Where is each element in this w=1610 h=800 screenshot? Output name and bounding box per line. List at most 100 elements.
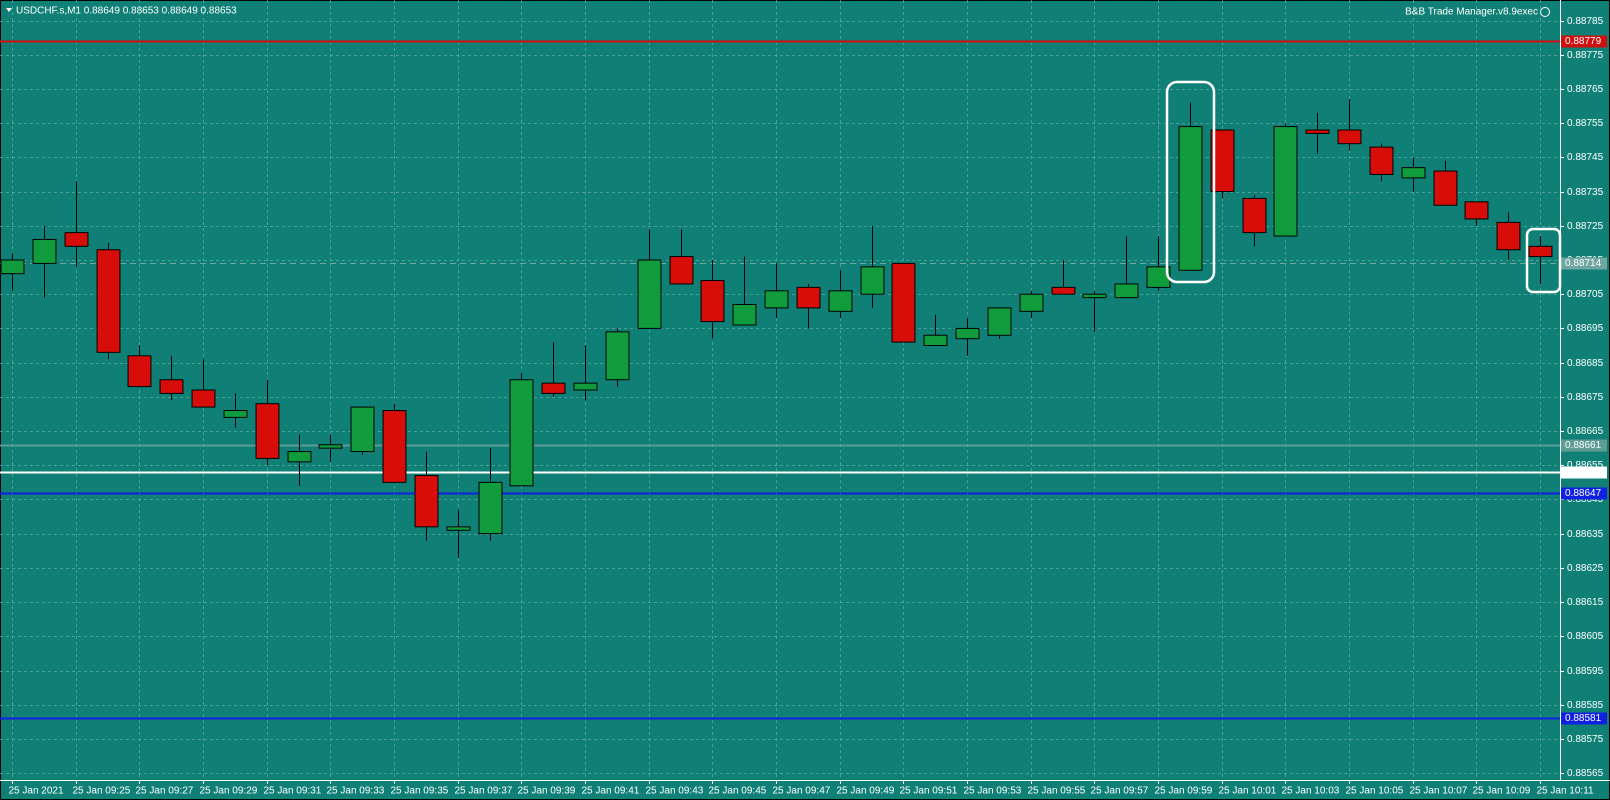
y-tick-label: 0.88785: [1567, 16, 1604, 27]
candle-body: [1433, 170, 1458, 206]
y-tick-label: 0.88585: [1567, 700, 1604, 711]
candle-body: [669, 256, 694, 285]
candle-body: [287, 451, 312, 463]
candle-body: [478, 481, 503, 535]
candle-body: [828, 290, 853, 312]
candle-body: [955, 327, 980, 340]
candle-body: [573, 382, 598, 391]
candle-body: [764, 290, 789, 309]
candle-body: [382, 410, 407, 483]
x-tick-label: 25 Jan 2021: [9, 786, 64, 797]
candle-body: [1082, 293, 1107, 299]
y-tick-label: 0.88615: [1567, 597, 1604, 608]
candle-body: [1401, 167, 1426, 179]
x-tick-label: 25 Jan 09:53: [964, 786, 1022, 797]
price-level-box: [1561, 466, 1607, 479]
x-tick-label: 25 Jan 09:57: [1091, 786, 1149, 797]
price-level-label: 0.88779: [1565, 36, 1602, 47]
candle-body: [1369, 146, 1394, 175]
candle-body: [96, 249, 121, 353]
x-tick-label: 25 Jan 09:29: [200, 786, 258, 797]
annotation-highlight: [1525, 227, 1562, 294]
y-tick-label: 0.88765: [1567, 84, 1604, 95]
candle-body: [350, 406, 375, 453]
price-level-box: [1561, 439, 1607, 452]
price-level-box: [1561, 712, 1607, 725]
x-tick-label: 25 Jan 09:49: [837, 786, 895, 797]
candle-body: [1273, 126, 1298, 237]
y-tick-label: 0.88575: [1567, 734, 1604, 745]
x-tick-label: 25 Jan 10:01: [1219, 786, 1277, 797]
price-level-label: 0.88661: [1565, 440, 1602, 451]
y-tick-label: 0.88645: [1567, 494, 1604, 505]
candle-body: [446, 526, 471, 531]
candle-body: [1178, 126, 1203, 271]
y-tick-label: 0.88565: [1567, 768, 1604, 779]
candle-body: [1305, 129, 1330, 134]
y-tick-label: 0.88635: [1567, 529, 1604, 540]
candle-body: [732, 303, 757, 326]
y-tick-label: 0.88595: [1567, 666, 1604, 677]
price-level-box: [1561, 487, 1607, 500]
candle-body: [1337, 129, 1362, 145]
x-tick-label: 25 Jan 09:45: [709, 786, 767, 797]
x-tick-label: 25 Jan 09:41: [582, 786, 640, 797]
y-tick-label: 0.88775: [1567, 50, 1604, 61]
candle-body: [605, 331, 630, 381]
y-tick-label: 0.88705: [1567, 289, 1604, 300]
candle-body: [1242, 197, 1267, 234]
chart-title: USDCHF.s,M1 0.88649 0.88653 0.88649 0.88…: [16, 6, 237, 17]
candle-body: [1051, 286, 1076, 295]
candle-body: [923, 334, 948, 347]
candle-body: [1496, 221, 1521, 251]
x-tick-label: 25 Jan 09:27: [136, 786, 194, 797]
candle-body: [1528, 245, 1553, 258]
candle-body: [1019, 293, 1044, 312]
candle-body: [318, 444, 343, 449]
y-tick-label: 0.88625: [1567, 563, 1604, 574]
candle-body: [223, 410, 248, 418]
candle-body: [891, 262, 916, 343]
menu-arrow[interactable]: [6, 8, 12, 12]
candle-body: [1464, 201, 1489, 220]
candle-body: [987, 307, 1012, 336]
y-tick-label: 0.88735: [1567, 187, 1604, 198]
y-tick-label: 0.88695: [1567, 323, 1604, 334]
candle-body: [796, 286, 821, 309]
axes: 0.88565 0.88575 0.88585 0.88595 0.88605 0.886…: [9, 16, 1607, 797]
price-level-box: [1561, 257, 1607, 270]
price-level-label: 0.88653: [1565, 467, 1602, 478]
candle-body: [255, 403, 280, 459]
x-tick-label: 25 Jan 10:11: [1537, 786, 1595, 797]
y-tick-label: 0.88725: [1567, 221, 1604, 232]
candle-body: [191, 389, 216, 408]
candle-body: [1114, 283, 1139, 299]
x-tick-label: 25 Jan 09:31: [264, 786, 322, 797]
candle-body: [860, 266, 885, 295]
price-level-label: 0.88581: [1565, 713, 1602, 724]
candle-body: [414, 475, 439, 528]
y-tick-label: 0.88745: [1567, 152, 1604, 163]
candle-body: [32, 238, 57, 264]
indicator-label: B&B Trade Manager.v8.9exec: [1405, 7, 1538, 18]
y-tick-label: 0.88665: [1567, 426, 1604, 437]
x-tick-label: 25 Jan 10:03: [1282, 786, 1340, 797]
candle-body: [1146, 266, 1171, 288]
indicator-icon[interactable]: [1540, 7, 1550, 17]
candle-body: [509, 379, 534, 487]
x-tick-label: 25 Jan 09:59: [1155, 786, 1213, 797]
y-tick-label: 0.88755: [1567, 118, 1604, 129]
x-tick-label: 25 Jan 09:43: [646, 786, 704, 797]
y-tick-label: 0.88675: [1567, 392, 1604, 403]
candle-body: [541, 382, 566, 394]
y-tick-label: 0.88685: [1567, 358, 1604, 369]
x-tick-label: 25 Jan 10:09: [1473, 786, 1531, 797]
x-tick-label: 25 Jan 10:05: [1346, 786, 1404, 797]
levels: [0, 40, 1560, 720]
price-level-label: 0.88647: [1565, 488, 1602, 499]
price-level-box: [1561, 35, 1607, 48]
x-tick-label: 25 Jan 09:51: [900, 786, 958, 797]
